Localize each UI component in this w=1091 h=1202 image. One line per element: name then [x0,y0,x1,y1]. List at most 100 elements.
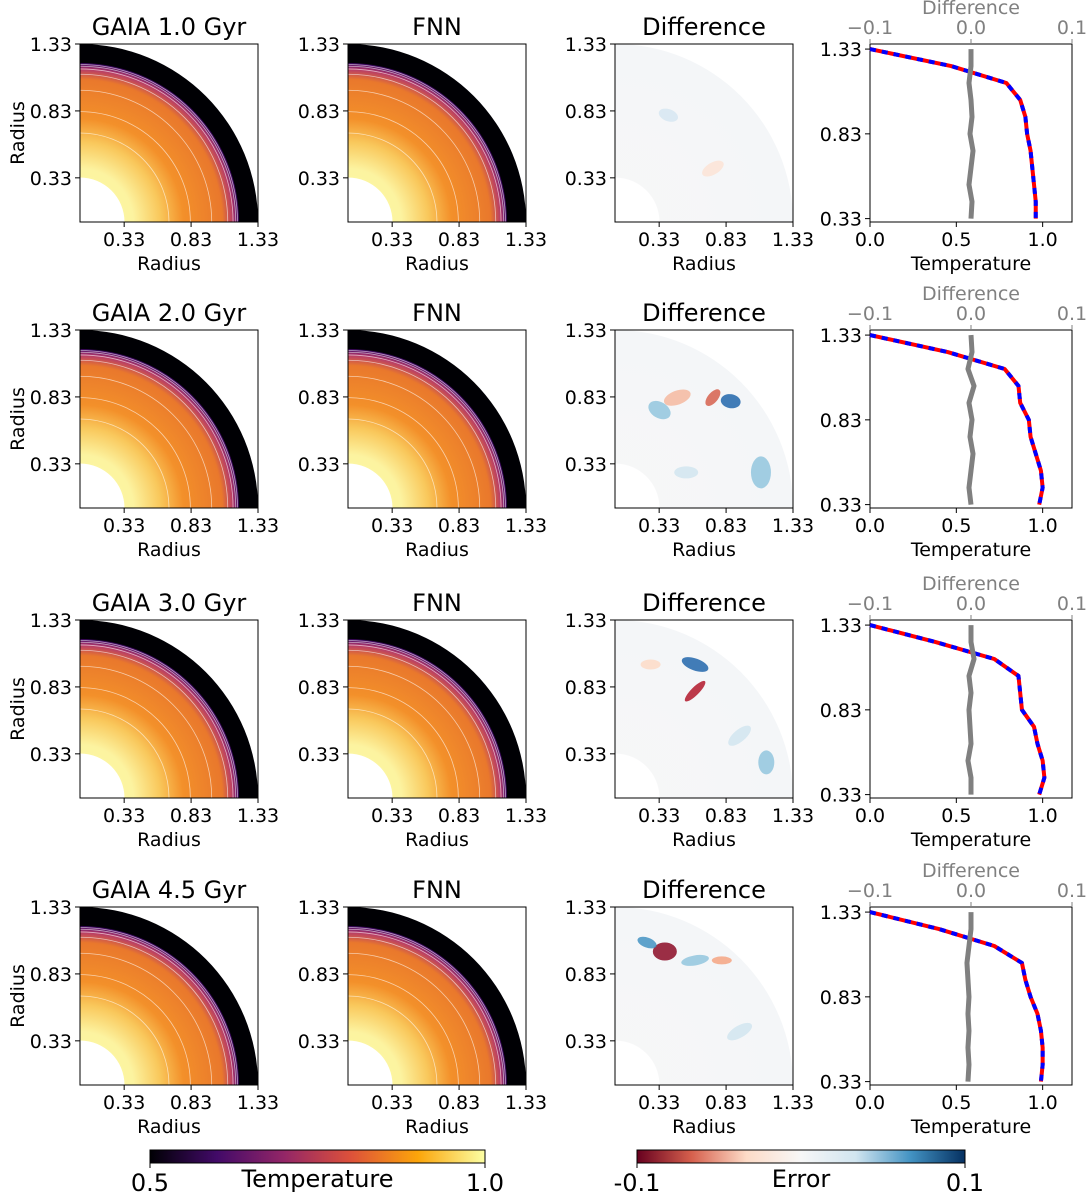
contour-line [79,644,234,799]
axes-frame [347,906,527,1086]
tick-label: 0.83 [170,1092,212,1114]
tick-label: 0.33 [638,229,680,251]
contour-line [347,132,438,223]
tick-label: −0.1 [847,303,893,325]
colorbar [149,1149,486,1164]
colorbar-label: Error [772,1165,831,1193]
temperature-line [869,333,1045,506]
field-map [348,907,526,1085]
tick-label: 1.33 [772,805,814,827]
tick-label: 0.33 [638,515,680,537]
contour-line [347,649,497,799]
contour-line [79,359,229,509]
contour-line [79,665,213,799]
axes-frame [614,43,794,223]
tick-label: 0.1 [1057,593,1087,615]
tick-label: 0.33 [103,1092,145,1114]
x-axis-label: Radius [672,829,736,851]
tick-label: 0.83 [820,987,862,1009]
tick-label: 0.33 [371,1092,413,1114]
tick-label: 0.33 [565,1031,607,1053]
tick-label: 0.5 [131,1169,169,1197]
x2-axis-label: Difference [922,860,1020,882]
tick-label: 0.33 [565,168,607,190]
temperature-line [869,910,1045,1082]
contour-line [347,89,481,223]
contour-line [347,936,497,1086]
contour-line [79,64,238,223]
contour-line [79,354,234,509]
y-axis-label: Radius [7,964,29,1028]
panel-title: FNN [412,13,462,41]
tick-label: 0.33 [30,744,72,766]
tick-label: 1.33 [30,320,72,342]
x-axis-label: Radius [137,539,201,561]
contour-line [79,111,191,223]
field-map [80,620,258,798]
contour-line [79,132,170,223]
contour-line [347,708,438,799]
difference-line [964,912,974,1082]
tick-label: 0.33 [371,229,413,251]
contour-line [347,687,459,799]
contour-line [347,397,459,509]
tick-label: 0.33 [103,515,145,537]
tick-label: 0.83 [705,1092,747,1114]
contour-line [347,928,505,1086]
tick-label: 1.33 [505,515,547,537]
difference-feature [720,394,741,409]
tick-label: 1.33 [237,229,279,251]
tick-label: 0.0 [956,303,986,325]
tick-label: 0.1 [946,1169,984,1197]
tick-label: 0.5 [941,229,971,251]
tick-label: 0.5 [941,515,971,537]
panel-title: GAIA 2.0 Gyr [92,299,247,327]
contour-line [347,641,505,799]
temperature-line [869,333,1045,506]
x2-axis-label: Difference [922,573,1020,595]
contour-line [79,687,191,799]
tick-label: 0.33 [298,1031,340,1053]
tick-label: 0.0 [956,593,986,615]
temperature-line [869,623,1047,796]
x-axis-label: Radius [137,829,201,851]
tick-label: 0.83 [565,387,607,409]
tick-label: 0.33 [103,229,145,251]
tick-label: 0.83 [820,410,862,432]
tick-label: 1.33 [30,897,72,919]
difference-feature [681,954,709,966]
contour-line [347,68,502,223]
contour-line [79,640,238,799]
field-map [348,330,526,508]
tick-label: 0.83 [565,677,607,699]
difference-feature [658,108,679,122]
difference-feature [711,956,732,965]
field-map [615,44,793,222]
difference-feature [728,725,751,746]
tick-label: 0.83 [820,124,862,146]
panel-title: FNN [412,589,462,617]
tick-label: 1.0 [1028,1092,1058,1114]
contour-line [79,928,237,1086]
tick-label: 0.83 [820,700,862,722]
tick-label: 0.83 [298,677,340,699]
axes-frame [79,43,259,223]
tick-label: 1.33 [820,615,862,637]
contour-line [347,64,506,223]
tick-label: 0.83 [30,101,72,123]
field-map [615,330,793,508]
axes-frame [79,619,259,799]
x-axis-label: Temperature [910,1116,1031,1138]
tick-label: 0.83 [438,515,480,537]
tick-label: 0.1 [1057,17,1087,39]
axes-frame [347,43,527,223]
tick-label: 0.33 [30,1031,72,1053]
contour-line [79,708,170,799]
contour-line [79,418,170,509]
tick-label: 0.83 [438,805,480,827]
y-axis-label: Radius [7,387,29,451]
contour-line [347,644,502,799]
tick-label: 1.33 [505,805,547,827]
difference-feature [684,680,706,702]
contour-line [79,350,238,509]
